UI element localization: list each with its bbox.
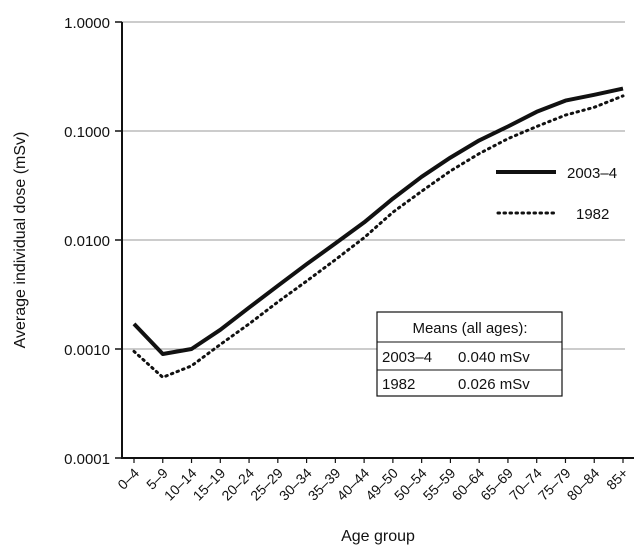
x-tick-label-16: 80–84 xyxy=(564,465,603,504)
x-tick-labels: 0–4 5–910–1415–1920–2425–2930–3435–3940–4… xyxy=(114,458,631,504)
means-box-title: Means (all ages): xyxy=(412,320,527,337)
y-axis-title: Average individual dose (mSv) xyxy=(12,132,29,349)
means-row-2003-4-value: 0.040 mSv xyxy=(458,349,530,366)
legend: 2003–4 1982 xyxy=(496,165,617,223)
axes xyxy=(121,22,634,459)
series-line-2003-4 xyxy=(132,86,624,356)
x-tick-label-0: 0–4 xyxy=(114,465,142,493)
means-box-frame xyxy=(376,311,563,397)
y-tick-label-1: 0.0010 xyxy=(64,342,110,359)
y-tick-label-3: 0.1000 xyxy=(64,124,110,141)
y-tick-labels: 0.0001 0.0010 0.0100 0.1000 1.0000 xyxy=(64,15,110,468)
means-row-2003-4-label: 2003–4 xyxy=(382,349,432,366)
means-annotation-box: Means (all ages): 2003–4 0.040 mSv 1982 … xyxy=(376,311,563,397)
legend-label-2003-4: 2003–4 xyxy=(567,165,617,182)
y-tick-label-0: 0.0001 xyxy=(64,451,110,468)
x-tick-label-17: 85+ xyxy=(603,465,631,493)
series-lines xyxy=(132,86,625,379)
y-tick-label-2: 0.0100 xyxy=(64,233,110,250)
legend-label-1982: 1982 xyxy=(576,206,609,223)
means-row-1982-label: 1982 xyxy=(382,376,415,393)
x-axis-title: Age group xyxy=(341,528,415,545)
y-tick-label-4: 1.0000 xyxy=(64,15,110,32)
means-row-1982-value: 0.026 mSv xyxy=(458,376,530,393)
